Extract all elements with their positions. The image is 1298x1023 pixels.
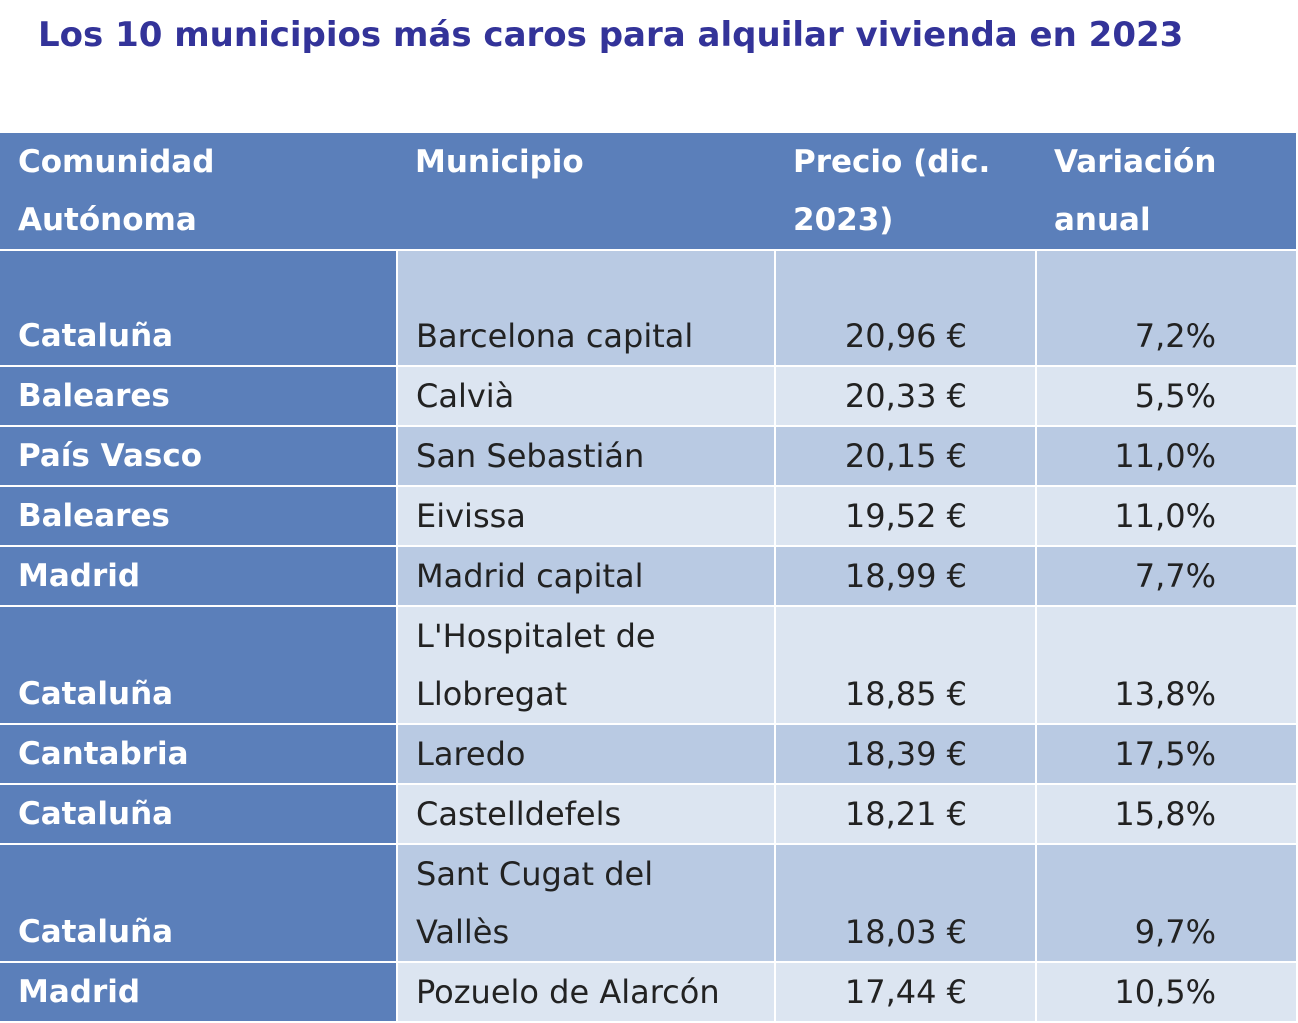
community-cell: Madrid: [0, 546, 397, 607]
municipality-cell: San Sebastián: [396, 426, 775, 487]
header-variation: Variación anual: [1036, 133, 1296, 251]
municipality-cell: Laredo: [396, 724, 775, 785]
community-cell: Cataluña: [0, 784, 397, 845]
variation-cell: 10,5%: [1035, 962, 1296, 1023]
municipality-cell: Barcelona capital: [396, 250, 775, 367]
variation-cell: 9,7%: [1035, 844, 1296, 963]
variation-cell: 7,2%: [1035, 250, 1296, 367]
header-row: Comunidad Autónoma Municipio Precio (dic…: [0, 133, 1296, 251]
municipality-cell: Castelldefels: [396, 784, 775, 845]
price-cell: 18,39 €: [774, 724, 1036, 785]
municipality-cell: Pozuelo de Alarcón: [396, 962, 775, 1023]
community-cell: País Vasco: [0, 426, 397, 487]
header-municipality: Municipio: [397, 133, 775, 251]
table-row: País Vasco San Sebastián 20,15 € 11,0%: [0, 426, 1296, 487]
municipality-cell: Calvià: [396, 366, 775, 427]
municipality-cell: L'Hospitalet de Llobregat: [396, 606, 775, 725]
price-cell: 20,96 €: [774, 250, 1036, 367]
variation-cell: 7,7%: [1035, 546, 1296, 607]
header-community: Comunidad Autónoma: [0, 133, 397, 251]
table-row: Cataluña Sant Cugat del Vallès 18,03 € 9…: [0, 844, 1296, 963]
community-cell: Baleares: [0, 486, 397, 547]
municipality-cell: Eivissa: [396, 486, 775, 547]
table-row: Madrid Madrid capital 18,99 € 7,7%: [0, 546, 1296, 607]
table-row: Cataluña Barcelona capital 20,96 € 7,2%: [0, 250, 1296, 367]
variation-cell: 13,8%: [1035, 606, 1296, 725]
table-row: Cataluña L'Hospitalet de Llobregat 18,85…: [0, 606, 1296, 725]
community-cell: Cantabria: [0, 724, 397, 785]
community-cell: Cataluña: [0, 606, 397, 725]
price-cell: 18,85 €: [774, 606, 1036, 725]
header-price: Precio (dic. 2023): [775, 133, 1036, 251]
variation-cell: 11,0%: [1035, 486, 1296, 547]
rent-table: Comunidad Autónoma Municipio Precio (dic…: [0, 133, 1296, 1023]
table-row: Cataluña Castelldefels 18,21 € 15,8%: [0, 784, 1296, 845]
variation-cell: 15,8%: [1035, 784, 1296, 845]
community-cell: Cataluña: [0, 844, 397, 963]
table-row: Baleares Eivissa 19,52 € 11,0%: [0, 486, 1296, 547]
price-cell: 20,15 €: [774, 426, 1036, 487]
price-cell: 18,21 €: [774, 784, 1036, 845]
municipality-cell: Madrid capital: [396, 546, 775, 607]
price-cell: 18,03 €: [774, 844, 1036, 963]
price-cell: 20,33 €: [774, 366, 1036, 427]
municipality-cell: Sant Cugat del Vallès: [396, 844, 775, 963]
page-title: Los 10 municipios más caros para alquila…: [38, 15, 1184, 55]
variation-cell: 17,5%: [1035, 724, 1296, 785]
variation-cell: 5,5%: [1035, 366, 1296, 427]
variation-cell: 11,0%: [1035, 426, 1296, 487]
price-cell: 17,44 €: [774, 962, 1036, 1023]
community-cell: Cataluña: [0, 250, 397, 367]
table-row: Baleares Calvià 20,33 € 5,5%: [0, 366, 1296, 427]
community-cell: Madrid: [0, 962, 397, 1023]
table-row: Madrid Pozuelo de Alarcón 17,44 € 10,5%: [0, 962, 1296, 1023]
community-cell: Baleares: [0, 366, 397, 427]
price-cell: 19,52 €: [774, 486, 1036, 547]
price-cell: 18,99 €: [774, 546, 1036, 607]
table-row: Cantabria Laredo 18,39 € 17,5%: [0, 724, 1296, 785]
